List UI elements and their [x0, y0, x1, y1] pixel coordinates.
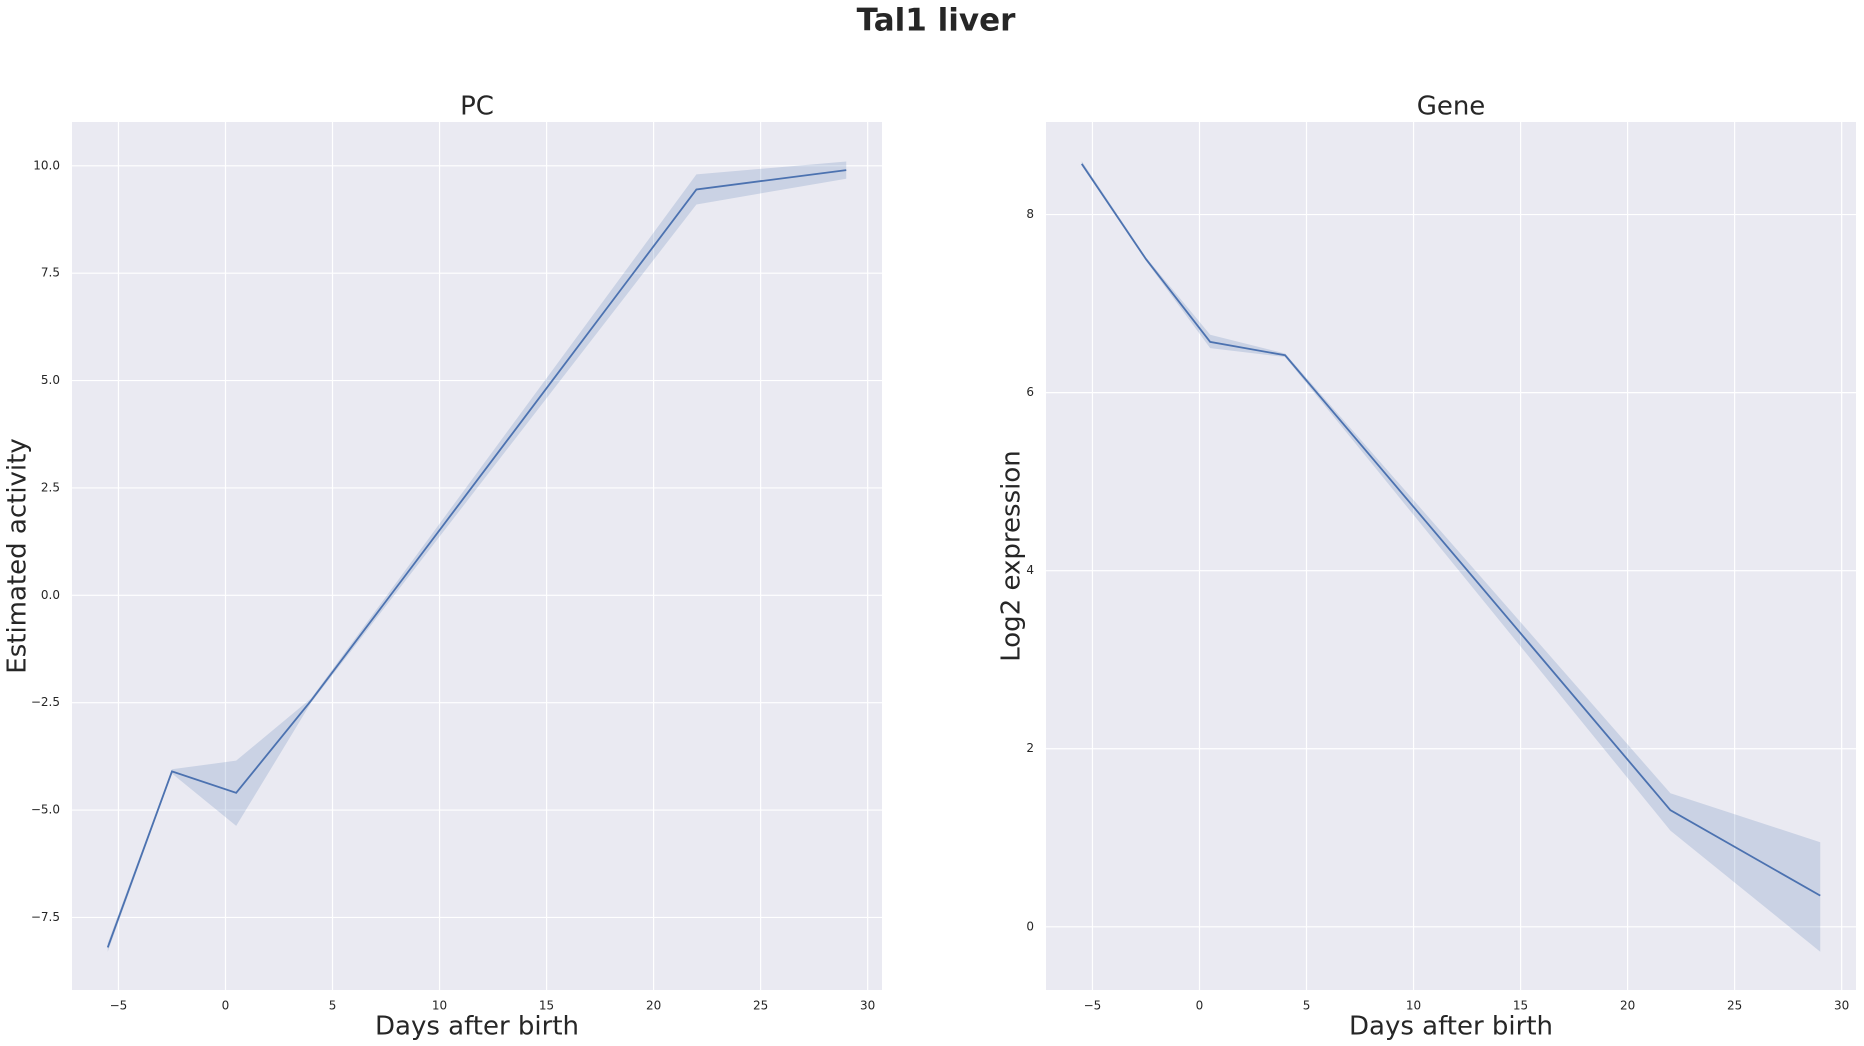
x-tick-label: 10	[432, 999, 447, 1013]
subplot-title: Gene	[1417, 92, 1486, 122]
subplot-title: PC	[460, 92, 494, 122]
y-tick-label: 2.5	[41, 480, 60, 494]
x-tick-label: 5	[1303, 999, 1311, 1013]
figure-title: Tal1 liver	[857, 3, 1017, 39]
x-tick-label: 20	[1620, 999, 1635, 1013]
x-tick-label: 0	[1196, 999, 1204, 1013]
x-tick-label: 25	[753, 999, 768, 1013]
x-tick-label: −5	[1084, 999, 1102, 1013]
y-tick-label: 2	[1026, 741, 1034, 755]
x-axis-label: Days after birth	[375, 1012, 579, 1042]
x-tick-label: 5	[329, 999, 337, 1013]
x-tick-label: 25	[1727, 999, 1742, 1013]
y-tick-label: −7.5	[31, 910, 60, 924]
x-axis-label: Days after birth	[1349, 1012, 1553, 1042]
y-tick-label: 10.0	[33, 158, 60, 172]
y-tick-label: 7.5	[41, 266, 60, 280]
y-tick-label: 0.0	[41, 588, 60, 602]
y-axis-label: Estimated activity	[3, 438, 33, 673]
plot-area	[1046, 122, 1856, 990]
y-axis-label: Log2 expression	[997, 450, 1027, 662]
y-tick-label: 0	[1026, 919, 1034, 933]
confidence-band	[1081, 161, 1821, 952]
y-tick-label: 8	[1026, 207, 1034, 221]
line	[1081, 163, 1821, 897]
x-tick-label: 0	[222, 999, 230, 1013]
x-tick-label: 30	[1834, 999, 1849, 1013]
x-tick-label: 30	[860, 999, 875, 1013]
x-tick-label: 10	[1406, 999, 1421, 1013]
y-tick-label: 5.0	[41, 373, 60, 387]
y-tick-label: −2.5	[31, 695, 60, 709]
x-tick-label: 15	[1513, 999, 1528, 1013]
y-tick-label: 6	[1026, 385, 1034, 399]
y-tick-label: 4	[1026, 563, 1034, 577]
y-tick-label: −5.0	[31, 803, 60, 817]
x-tick-label: 15	[539, 999, 554, 1013]
line	[106, 169, 847, 948]
x-tick-label: 20	[646, 999, 661, 1013]
x-tick-label: −5	[110, 999, 128, 1013]
plot-area	[72, 122, 882, 990]
